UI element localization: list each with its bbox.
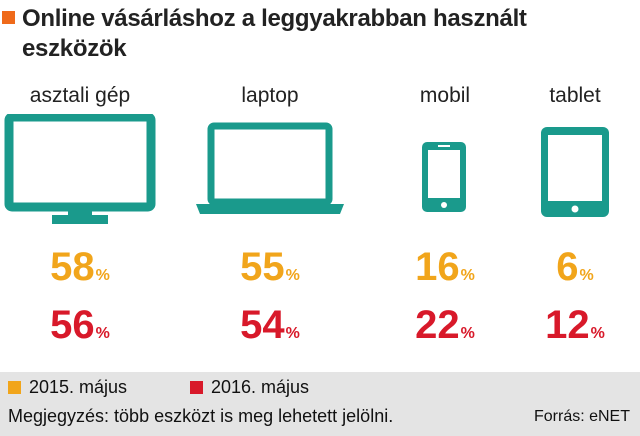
percent-unit: % (460, 325, 475, 342)
data-value: 12 (545, 303, 590, 347)
desktop-monitor-icon (0, 112, 160, 226)
device-label: mobil (419, 84, 471, 107)
device-column: tablet 6% 12% (520, 80, 630, 360)
data-label-2016: 56% (0, 303, 160, 356)
data-value: 58 (50, 245, 95, 289)
data-value: 54 (240, 303, 285, 347)
data-label-2015: 58% (0, 245, 160, 298)
laptop-icon-graphic (196, 122, 344, 214)
source-credit: Forrás: eNET (533, 408, 630, 425)
data-label-2016: 54% (190, 303, 350, 356)
data-label-2016: 12% (520, 303, 630, 356)
data-value: 56 (50, 303, 95, 347)
data-value: 55 (240, 245, 285, 289)
device-column: laptop 55% 54% (190, 80, 350, 360)
legend-label-2016: 2016. május (211, 377, 310, 397)
title-bar: Online vásárláshoz a leggyakrabban haszn… (0, 2, 640, 72)
data-value: 22 (415, 303, 460, 347)
data-label-2016: 22% (390, 303, 500, 356)
device-column: mobil 16% 22% (390, 80, 500, 360)
percent-unit: % (95, 325, 110, 342)
device-columns: asztali gép 58% 56% laptop 55% 54% mobil 16% 22%… (0, 80, 640, 360)
data-label-2015: 55% (190, 245, 350, 298)
data-value: 6 (556, 245, 579, 289)
percent-unit: % (285, 267, 300, 284)
title-marker (2, 11, 15, 24)
legend-label-2015: 2015. május (29, 377, 128, 397)
legend-swatch-2016 (190, 381, 203, 394)
footer: 2015. május 2016. május Megjegyzés: több… (0, 372, 640, 436)
tablet-icon-graphic (541, 127, 609, 217)
data-label-2015: 6% (520, 245, 630, 298)
percent-unit: % (590, 325, 605, 342)
device-column: asztali gép 58% 56% (0, 80, 160, 360)
legend-swatch-2015 (8, 381, 21, 394)
chart-title: Online vásárláshoz a leggyakrabban haszn… (22, 5, 527, 62)
percent-unit: % (579, 267, 594, 284)
laptop-icon (190, 122, 350, 216)
percent-unit: % (285, 325, 300, 342)
legend-item-2015: 2015. május (8, 377, 127, 398)
percent-unit: % (95, 267, 110, 284)
device-label: asztali gép (29, 84, 131, 107)
device-label: tablet (549, 84, 601, 107)
data-label-2015: 16% (390, 245, 500, 298)
data-value: 16 (415, 245, 460, 289)
smartphone-icon (390, 140, 500, 214)
tablet-icon (520, 124, 630, 220)
footnote: Megjegyzés: több eszközt is meg lehetett… (8, 406, 394, 426)
legend-item-2016: 2016. május (190, 377, 309, 398)
smartphone-icon-graphic (422, 142, 466, 212)
desktop-monitor-icon-graphic (4, 112, 156, 224)
percent-unit: % (460, 267, 475, 284)
device-label: laptop (241, 84, 299, 107)
